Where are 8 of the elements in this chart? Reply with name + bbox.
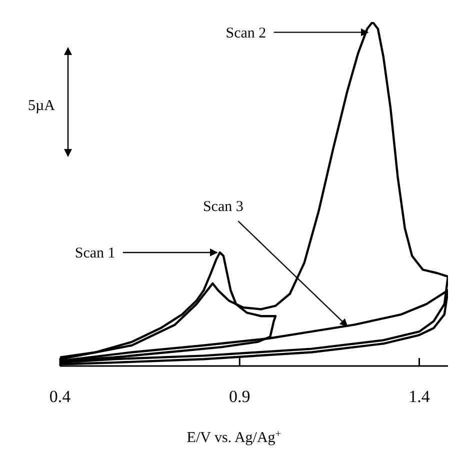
x-axis-title: E/V vs. Ag/Ag$^{+}$ [186,428,282,446]
annotation: Scan 1 [74,245,116,262]
x-tick-label: 0.9 [229,387,250,406]
x-tick-label: 0.4 [49,387,72,406]
annotation: Scan 2 [226,25,266,42]
annotation: Scan 3 [202,199,244,216]
x-tick-label: 1.4 [408,387,430,406]
text: 5µA [28,98,56,114]
